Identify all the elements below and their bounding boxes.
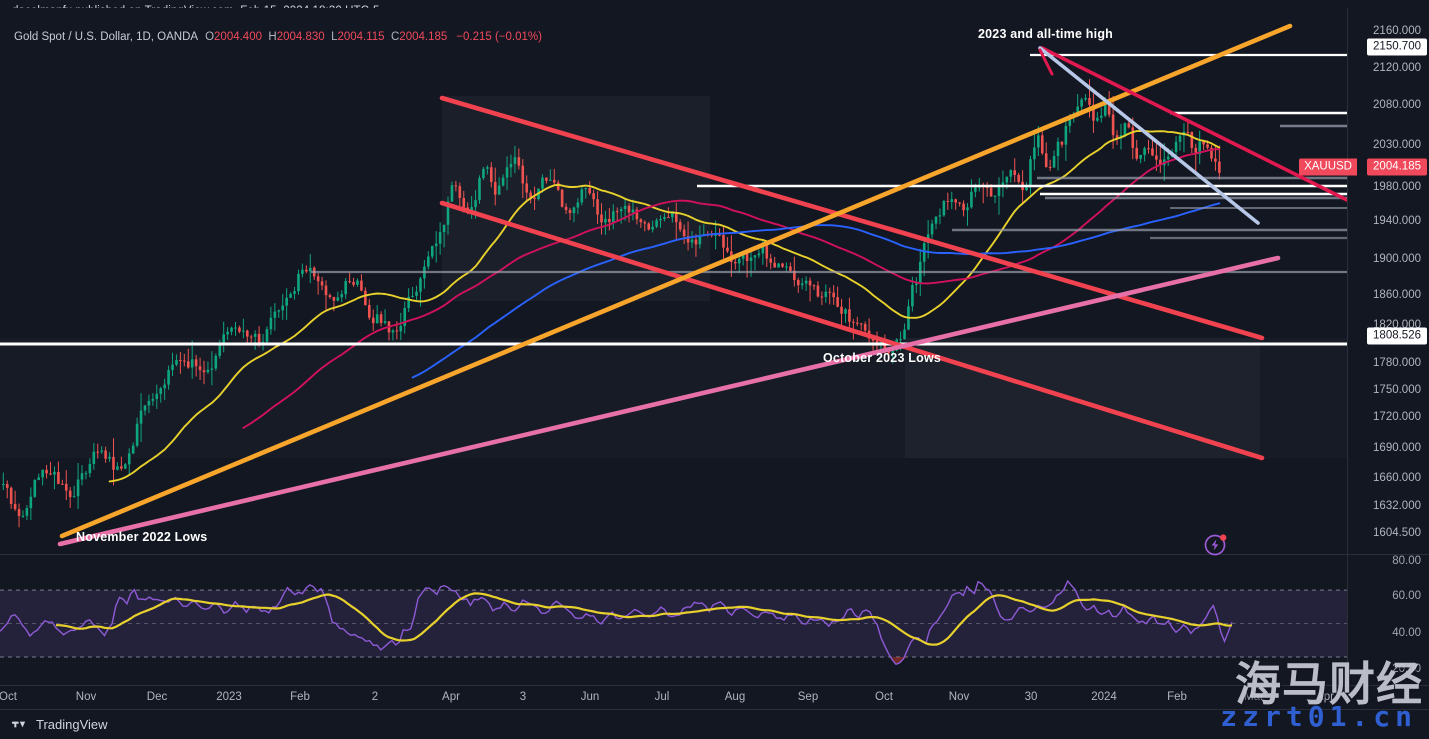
time-axis-tick: Oct bbox=[0, 691, 17, 703]
time-axis-tick: 3 bbox=[519, 691, 527, 703]
legend-close-key: C bbox=[390, 31, 400, 43]
price-axis-tick: 1900.000 bbox=[1373, 253, 1421, 265]
time-axis-tick: Apr bbox=[442, 691, 460, 703]
price-axis-tick: 40.00 bbox=[1392, 627, 1421, 639]
pane-divider bbox=[0, 554, 1347, 555]
price-axis-tick: 1604.500 bbox=[1373, 527, 1421, 539]
symbol-badge: XAUUSD bbox=[1299, 158, 1357, 176]
annotation-october-2023-lows: October 2023 Lows bbox=[823, 351, 942, 365]
legend-change: −0.215 (−0.01%) bbox=[456, 31, 542, 43]
legend-high-key: H bbox=[268, 31, 277, 43]
last-price-tag: 2004.185 bbox=[1367, 158, 1427, 176]
time-axis-tick: Jul bbox=[654, 691, 670, 703]
price-axis-tick: 2030.000 bbox=[1373, 139, 1421, 151]
price-pane[interactable] bbox=[0, 8, 1347, 554]
price-axis-tick: 1750.000 bbox=[1373, 384, 1421, 396]
price-axis-tick: 1690.000 bbox=[1373, 442, 1421, 454]
alert-lightning-icon[interactable] bbox=[1203, 531, 1229, 557]
time-axis[interactable]: Oct Nov Dec 2023 Feb 2 Apr 3 Jun Jul Aug Sep Oct Nov 3… bbox=[0, 685, 1429, 709]
price-tag-low: 1808.526 bbox=[1367, 327, 1427, 345]
time-axis-tick: Aug bbox=[724, 691, 746, 703]
time-axis-tick: Feb bbox=[1167, 691, 1187, 703]
annotation-all-time-high: 2023 and all-time high bbox=[978, 27, 1113, 41]
time-axis-tick: 2023 bbox=[216, 691, 242, 703]
time-axis-tick: Nov bbox=[75, 691, 97, 703]
axis-separator bbox=[1347, 554, 1429, 555]
rsi-chart-canvas bbox=[0, 579, 1347, 666]
price-axis-tick: 20.00 bbox=[1392, 663, 1421, 675]
time-axis-tick: Apr bbox=[1316, 691, 1334, 703]
price-axis-tick: 60.00 bbox=[1392, 590, 1421, 602]
price-axis-tick: 2160.000 bbox=[1373, 25, 1421, 37]
time-axis-tick: Oct bbox=[875, 691, 893, 703]
price-tag-high: 2150.700 bbox=[1367, 38, 1427, 56]
watermark-url: zzrt01.cn bbox=[1220, 700, 1417, 733]
price-axis-tick: 2120.000 bbox=[1373, 62, 1421, 74]
time-axis-tick: Mar bbox=[1244, 691, 1264, 703]
watermark-chinese: 海马财经 bbox=[1235, 657, 1423, 711]
price-axis-tick: 1632.000 bbox=[1373, 500, 1421, 512]
time-axis-tick: Dec bbox=[146, 691, 168, 703]
footer-brand: TradingView bbox=[36, 717, 108, 732]
price-chart-canvas bbox=[0, 23, 1347, 547]
legend-symbol: Gold Spot / U.S. Dollar, 1D, OANDA bbox=[14, 31, 199, 43]
time-axis-tick: Jun bbox=[580, 691, 600, 703]
time-axis-tick: 2024 bbox=[1091, 691, 1117, 703]
legend-open-key: O bbox=[205, 31, 215, 43]
legend-ohlc: O2004.400 H2004.830 L2004.115 C2004.185 bbox=[205, 31, 447, 43]
price-axis-tick: 1780.000 bbox=[1373, 357, 1421, 369]
legend-close-value: 2004.185 bbox=[399, 31, 448, 43]
price-axis-tick: 1860.000 bbox=[1373, 289, 1421, 301]
legend-open-value: 2004.400 bbox=[214, 31, 262, 43]
price-axis-tick: 2080.000 bbox=[1373, 99, 1421, 111]
time-axis-tick: Nov bbox=[948, 691, 970, 703]
chart-legend[interactable]: Gold Spot / U.S. Dollar, 1D, OANDA O2004… bbox=[0, 28, 542, 46]
legend-high-value: 2004.830 bbox=[276, 31, 325, 43]
time-axis-tick: Feb bbox=[290, 691, 310, 703]
price-axis[interactable]: 2160.000 2120.000 2080.000 2030.000 1980.000… bbox=[1347, 8, 1429, 685]
legend-low-key: L bbox=[331, 31, 338, 43]
price-axis-tick: 1940.000 bbox=[1373, 215, 1421, 227]
price-axis-tick: 80.00 bbox=[1392, 555, 1421, 567]
footer-bar: TradingView bbox=[0, 709, 1429, 739]
price-axis-tick: 1980.000 bbox=[1373, 181, 1421, 193]
time-axis-tick: 30 bbox=[1024, 691, 1038, 703]
legend-low-value: 2004.115 bbox=[337, 31, 385, 43]
rsi-pane[interactable] bbox=[0, 556, 1347, 685]
price-axis-tick: 1660.000 bbox=[1373, 472, 1421, 484]
time-axis-tick: Sep bbox=[797, 691, 819, 703]
price-axis-tick: 1720.000 bbox=[1373, 411, 1421, 423]
annotation-november-2022-lows: November 2022 Lows bbox=[76, 530, 208, 544]
time-axis-tick: 2 bbox=[371, 691, 379, 703]
tradingview-logo-icon bbox=[12, 716, 29, 733]
